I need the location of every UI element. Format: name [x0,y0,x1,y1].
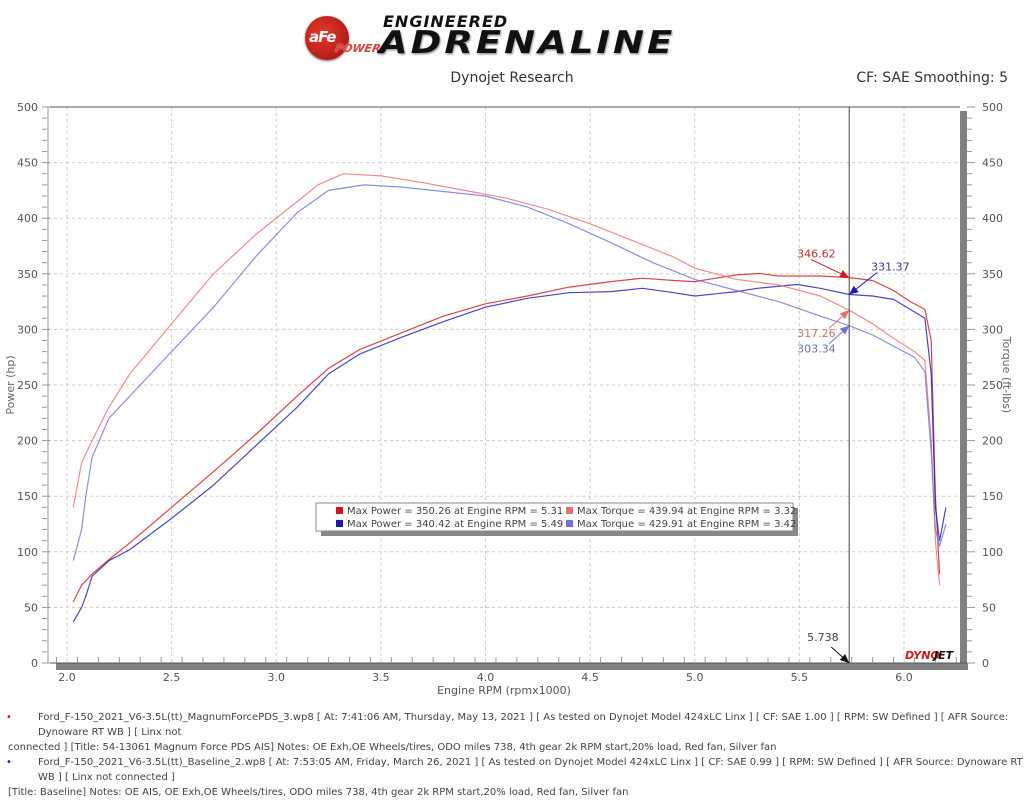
svg-text:DYNO: DYNO [905,649,940,662]
run2-info: • Ford_F-150_2021_V6-3.5L(tt)_Baseline_2.… [6,757,1023,783]
svg-text:5.738: 5.738 [807,631,839,644]
chart-series [72,173,947,623]
run2-notes: [Title: Baseline] Notes: OE AIS, OE Exh,… [8,787,629,798]
svg-text:Engine RPM (rpmx1000): Engine RPM (rpmx1000) [437,684,571,697]
svg-text:0: 0 [31,657,38,670]
svg-text:250: 250 [982,379,1003,392]
svg-text:4.0: 4.0 [477,671,495,684]
svg-text:Power (hp): Power (hp) [4,355,17,414]
svg-text:150: 150 [17,490,38,503]
afe-logo: aFe POWER ENGINEERED ADRENALINE [305,8,725,64]
svg-text:300: 300 [17,323,38,336]
svg-text:0: 0 [982,657,989,670]
svg-text:3.5: 3.5 [372,671,390,684]
svg-text:350: 350 [17,268,38,281]
svg-text:5.5: 5.5 [791,671,809,684]
svg-text:3.0: 3.0 [268,671,286,684]
svg-text:350: 350 [982,268,1003,281]
svg-text:331.37: 331.37 [871,261,910,274]
svg-text:JET: JET [932,649,955,662]
svg-text:6.0: 6.0 [895,671,913,684]
run-info-footer: • Ford_F-150_2021_V6-3.5L(tt)_MagnumForce… [0,710,1024,800]
svg-text:100: 100 [982,546,1003,559]
svg-text:2.5: 2.5 [163,671,181,684]
svg-text:317.26: 317.26 [797,327,836,340]
dyno-chart: 0 0 50 50 100 100 150 150 200 200 250 250 300 300 350 3… [4,101,1013,697]
svg-text:50: 50 [24,601,38,614]
logo-engineered-text: ENGINEERED [383,12,509,31]
grid-lines [48,107,960,663]
svg-text:50: 50 [982,601,996,614]
svg-text:400: 400 [982,212,1003,225]
svg-text:300: 300 [982,323,1003,336]
svg-text:Torque (ft-lbs): Torque (ft-lbs) [1000,336,1013,413]
svg-text:Max Power = 340.42 at Engine R: Max Power = 340.42 at Engine RPM = 5.49 [347,519,563,530]
run1-color-dot: • [6,712,12,723]
chart-axes: 0 0 50 50 100 100 150 150 200 200 250 250 300 300 350 3… [4,101,1013,697]
chart-legend: Max Power = 350.26 at Engine RPM = 5.31 M… [315,502,798,536]
svg-text:Max Power = 350.26 at Engine R: Max Power = 350.26 at Engine RPM = 5.31 [347,506,563,517]
svg-text:2.0: 2.0 [58,671,76,684]
svg-text:500: 500 [982,101,1003,114]
svg-text:346.62: 346.62 [797,248,836,261]
svg-text:Max Torque = 439.94 at Engine: Max Torque = 439.94 at Engine RPM = 3.32 [577,506,796,517]
svg-text:500: 500 [17,101,38,114]
svg-text:250: 250 [17,379,38,392]
run2-color-dot: • [6,757,12,768]
run1-notes: connected ] [Title: 54-13061 Magnum Forc… [8,742,777,753]
svg-text:450: 450 [982,157,1003,170]
svg-text:450: 450 [17,157,38,170]
correction-factor-label: CF: SAE Smoothing: 5 [856,70,1008,86]
svg-text:400: 400 [17,212,38,225]
svg-text:100: 100 [17,546,38,559]
svg-text:Max Torque = 429.91 at Engine: Max Torque = 429.91 at Engine RPM = 3.42 [577,519,796,530]
svg-text:5.0: 5.0 [686,671,704,684]
rpm-cursor[interactable]: 346.62 331.37 317.26 303.34 5.738 [797,107,910,664]
afe-badge-icon: aFe [305,16,349,60]
run1-info: • Ford_F-150_2021_V6-3.5L(tt)_MagnumForce… [6,712,1009,738]
svg-text:200: 200 [982,435,1003,448]
svg-text:4.5: 4.5 [581,671,599,684]
chart-title: Dynojet Research [450,70,574,86]
logo-adrenaline-text: ADRENALINE [379,24,676,61]
svg-text:200: 200 [17,435,38,448]
svg-text:150: 150 [982,490,1003,503]
svg-text:303.34: 303.34 [797,343,836,356]
